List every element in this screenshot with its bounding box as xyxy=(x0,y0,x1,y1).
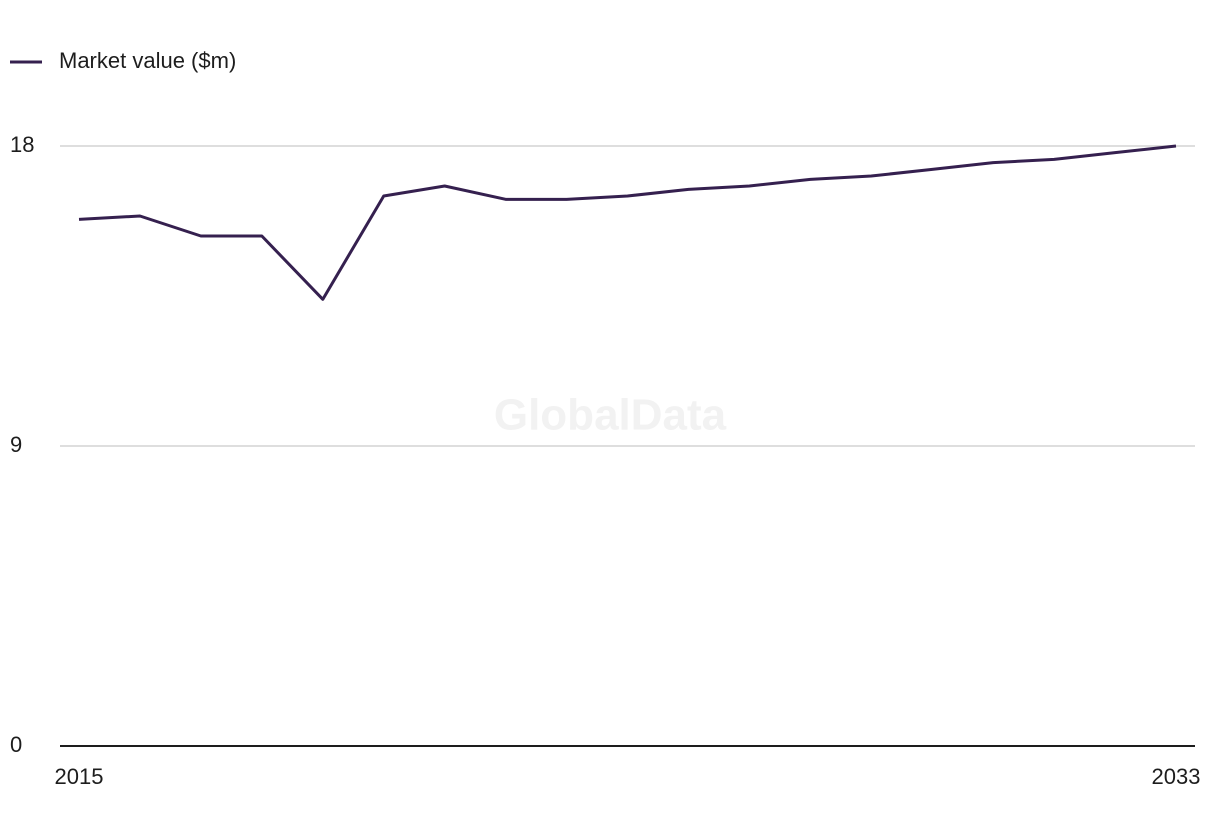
x-tick-label: 2015 xyxy=(55,764,104,789)
legend-label: Market value ($m) xyxy=(59,48,236,73)
series-line xyxy=(78,144,1177,301)
y-tick-label: 9 xyxy=(10,432,22,457)
watermark: GlobalData xyxy=(494,391,727,440)
y-tick-label: 18 xyxy=(10,132,34,157)
y-tick-label: 0 xyxy=(10,732,22,757)
x-tick-label: 2033 xyxy=(1152,764,1201,789)
